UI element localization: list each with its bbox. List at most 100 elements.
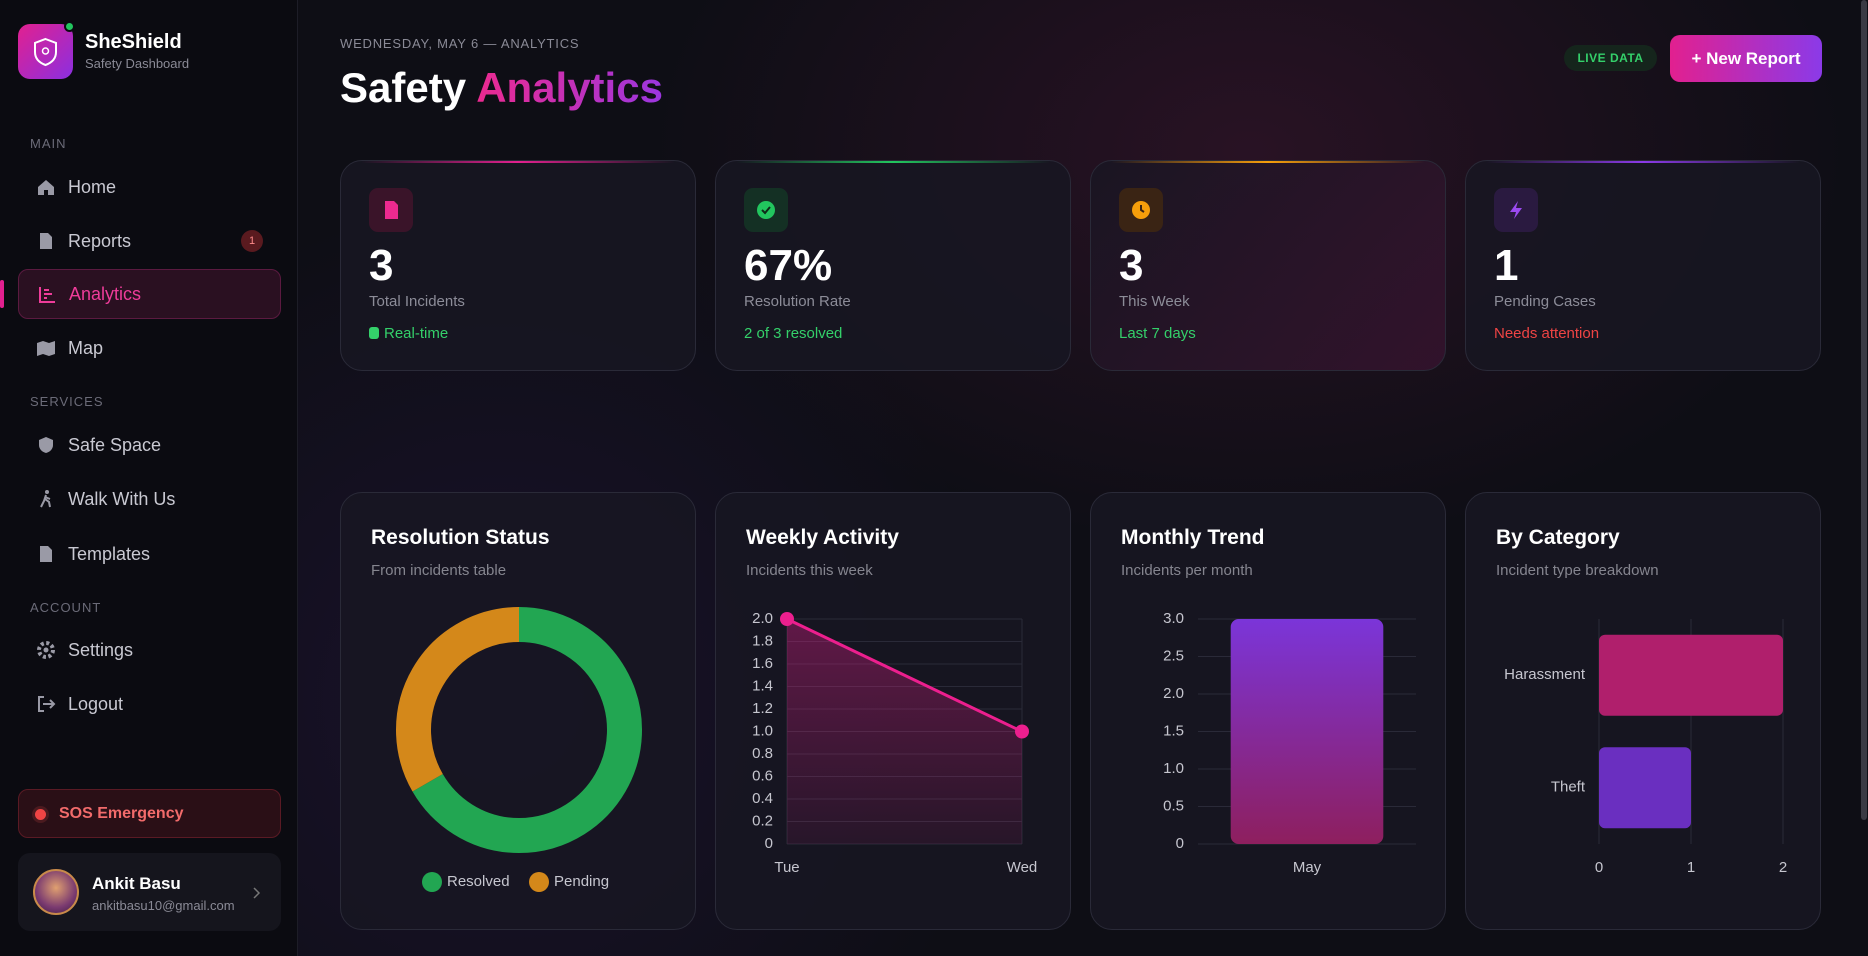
- bar: [1599, 634, 1783, 716]
- y-tick-label: 1.8: [752, 632, 773, 649]
- stat-label: Total Incidents: [369, 293, 465, 310]
- stat-note: Last 7 days: [1119, 325, 1196, 342]
- chart-title: Weekly Activity: [746, 526, 899, 549]
- line: [786, 617, 1023, 733]
- brand: SheShield: [85, 31, 182, 53]
- nav-item[interactable]: Walk With Us: [18, 474, 281, 524]
- chart-subtitle: From incidents table: [371, 562, 507, 579]
- y-tick-label: 1.2: [752, 700, 773, 717]
- legend-label: Resolved: [447, 873, 510, 890]
- user-card[interactable]: Ankit Basu ankitbasu10@gmail.com: [18, 853, 281, 931]
- stat-card: 3 This Week Last 7 days: [1090, 160, 1446, 371]
- sos-label: SOS Emergency: [59, 805, 184, 822]
- nav-label: Walk With Us: [68, 488, 176, 509]
- badge: 1: [241, 230, 263, 252]
- area: [787, 619, 1022, 844]
- stat-label: Resolution Rate: [744, 293, 851, 310]
- nav-item[interactable]: Settings: [18, 625, 281, 675]
- stat-card: 1 Pending Cases Needs attention: [1465, 160, 1821, 371]
- y-tick-label: 0.2: [752, 812, 773, 829]
- y-tick-label: 0.6: [752, 767, 773, 784]
- stat-note: Real-time: [369, 325, 448, 342]
- y-tick-label: 1.6: [752, 655, 773, 672]
- point: [780, 612, 794, 626]
- x-tick-label: Tue: [774, 859, 799, 876]
- bar: [1599, 747, 1691, 829]
- y-tick-label: 1.0: [1163, 760, 1184, 777]
- logo-icon: [34, 37, 57, 67]
- stat-card: 67% Resolution Rate 2 of 3 resolved: [715, 160, 1071, 371]
- nav-label: Reports: [68, 230, 132, 251]
- legend-swatch: [529, 872, 549, 892]
- chart-subtitle: Incident type breakdown: [1496, 562, 1659, 579]
- y-tick-label: 1.0: [752, 722, 773, 739]
- date: WEDNESDAY, MAY 6 — ANALYTICS: [340, 36, 580, 51]
- legend-label: Pending: [554, 873, 609, 890]
- chart: 0 0.2 0.4 0.6 0.8 1.0 1.2 1.4 1.6 1.8 2.0 Tue Wed: [752, 610, 1038, 876]
- point: [1015, 724, 1029, 739]
- chart-subtitle: Incidents this week: [746, 562, 873, 579]
- nav-item[interactable]: Map: [18, 323, 281, 373]
- chart-card: Monthly Trend Incidents per month 0 0.5 1.0 1…: [1090, 492, 1446, 930]
- y-tick-label: 1.5: [1163, 722, 1184, 739]
- y-tick-label: 0.4: [752, 790, 773, 807]
- sos-button[interactable]: SOS Emergency: [18, 789, 281, 838]
- chart-title: Resolution Status: [371, 526, 550, 549]
- stat-card: 3 Total Incidents Real-time: [340, 160, 696, 371]
- new-report-button[interactable]: + New Report: [1670, 35, 1822, 82]
- x-tick-label: Wed: [1007, 859, 1038, 876]
- nav-label: Templates: [68, 543, 151, 564]
- status-dot: [64, 21, 75, 32]
- stat-note-text: Real-time: [384, 325, 449, 342]
- user-name: Ankit Basu: [92, 874, 181, 893]
- nav-item[interactable]: Templates: [18, 529, 281, 579]
- nav-item[interactable]: Safe Space: [18, 420, 281, 470]
- stat-value: 3: [369, 241, 394, 290]
- y-tick-label: Theft: [1551, 779, 1586, 796]
- sidebar: SheShield Safety Dashboard MAIN Home Rep…: [0, 0, 298, 956]
- nav-item[interactable]: Home: [18, 162, 281, 212]
- nav-label: Logout: [68, 693, 124, 714]
- avatar: [33, 869, 79, 915]
- x-tick-label: 2: [1779, 859, 1787, 876]
- bar: [1230, 619, 1384, 844]
- x-tick-label: 1: [1687, 859, 1695, 876]
- chart-card: Resolution Status From incidents table Res…: [340, 492, 696, 930]
- x-tick-label: 0: [1595, 859, 1603, 876]
- x-tick-label: May: [1293, 859, 1322, 876]
- nav-item[interactable]: Reports 1: [18, 216, 281, 266]
- chart-title: Monthly Trend: [1121, 526, 1265, 549]
- chevron: [253, 887, 261, 899]
- tagline: Safety Dashboard: [85, 56, 190, 71]
- y-tick-label: 0.8: [752, 745, 773, 762]
- nav-label: Home: [68, 176, 117, 197]
- scrollbar: [1861, 0, 1867, 820]
- nav-item[interactable]: Analytics: [18, 269, 281, 319]
- y-tick-label: 2.0: [752, 610, 773, 627]
- live-badge: LIVE DATA: [1564, 45, 1657, 71]
- active-indicator: [0, 280, 4, 308]
- y-tick-label: 0: [1176, 835, 1184, 852]
- stat-note: Needs attention: [1494, 325, 1600, 342]
- logo: [18, 21, 75, 79]
- nav-label: Settings: [68, 639, 134, 660]
- nav-item[interactable]: Logout: [18, 679, 281, 729]
- stat-note: 2 of 3 resolved: [744, 325, 843, 342]
- y-tick-label: Harassment: [1504, 666, 1586, 683]
- y-tick-label: 0: [765, 835, 773, 852]
- nav-label: Map: [68, 337, 104, 358]
- title-start: Safety: [340, 64, 467, 111]
- page-title: Safety Analytics: [340, 64, 663, 112]
- y-tick-label: 1.4: [752, 677, 773, 694]
- title-accent: Analytics: [476, 64, 663, 111]
- chart-subtitle: Incidents per month: [1121, 562, 1253, 579]
- sos-dot: [35, 809, 46, 820]
- y-tick-label: 0.5: [1163, 797, 1184, 814]
- donut-slice: [412, 607, 642, 853]
- section-label: MAIN: [30, 136, 67, 151]
- section-label: SERVICES: [30, 394, 104, 409]
- stat-value: 3: [1119, 241, 1144, 290]
- chart-card: Weekly Activity Incidents this week 0 0.2 0.…: [715, 492, 1071, 930]
